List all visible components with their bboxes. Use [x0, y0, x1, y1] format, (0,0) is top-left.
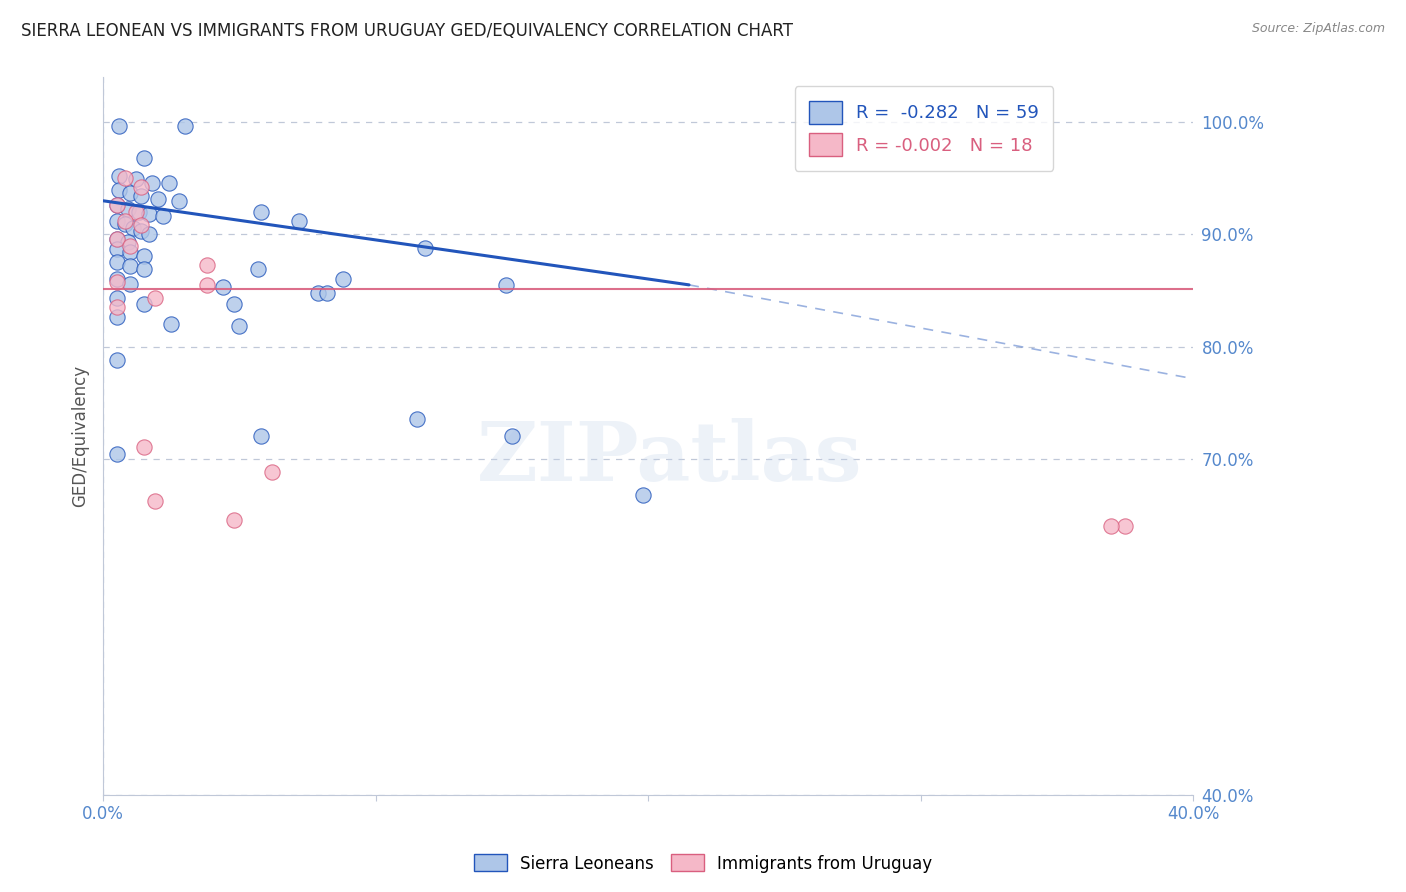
Legend: R =  -0.282   N = 59, R = -0.002   N = 18: R = -0.282 N = 59, R = -0.002 N = 18 [794, 87, 1053, 170]
Legend: Sierra Leoneans, Immigrants from Uruguay: Sierra Leoneans, Immigrants from Uruguay [467, 847, 939, 880]
Text: ZIPatlas: ZIPatlas [477, 417, 863, 498]
Text: Source: ZipAtlas.com: Source: ZipAtlas.com [1251, 22, 1385, 36]
Y-axis label: GED/Equivalency: GED/Equivalency [72, 365, 89, 508]
Text: SIERRA LEONEAN VS IMMIGRANTS FROM URUGUAY GED/EQUIVALENCY CORRELATION CHART: SIERRA LEONEAN VS IMMIGRANTS FROM URUGUA… [21, 22, 793, 40]
